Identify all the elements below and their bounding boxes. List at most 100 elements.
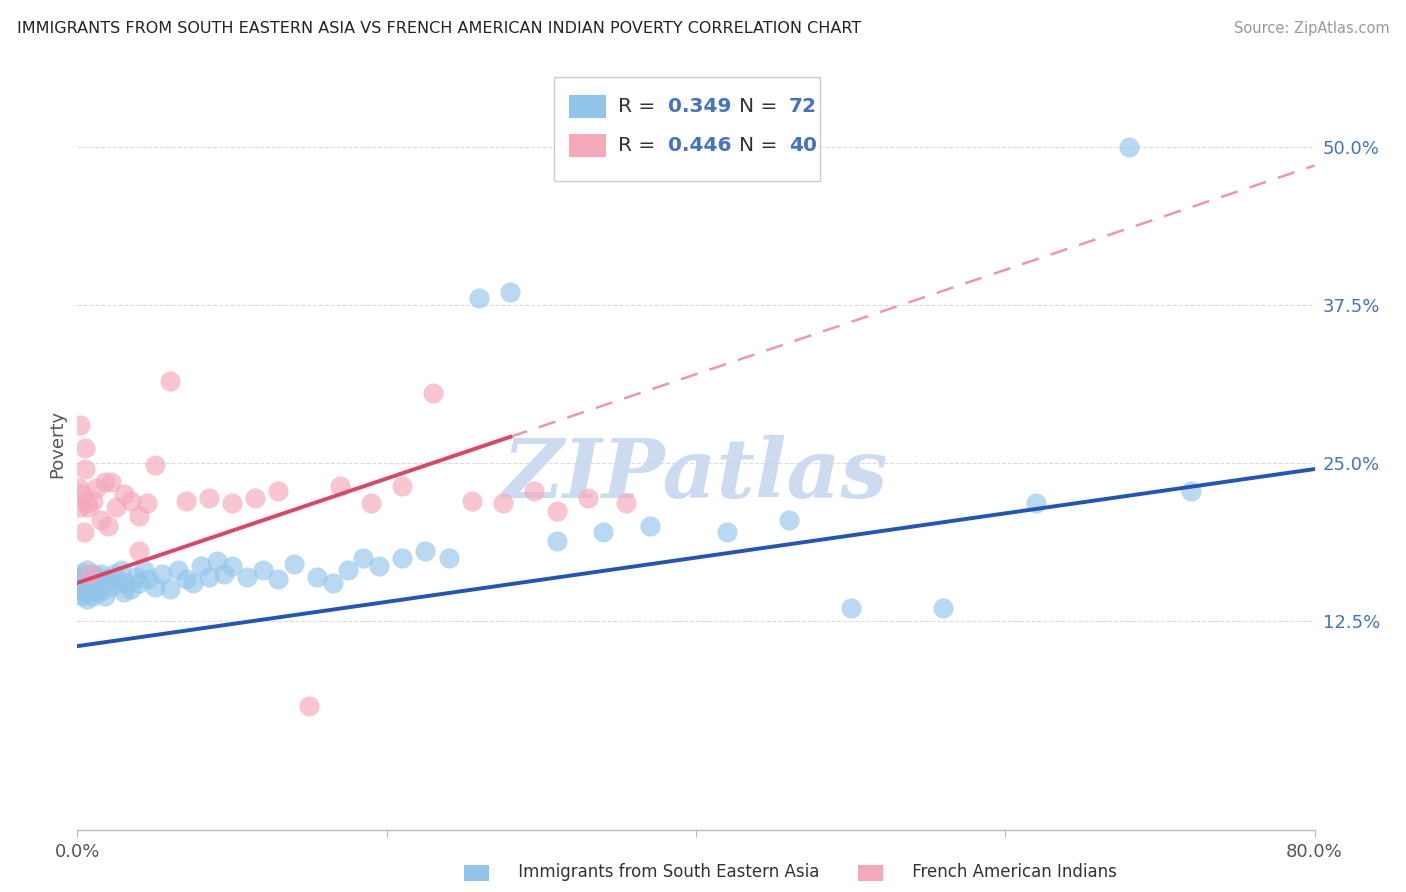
Point xyxy=(128,575,150,590)
Point xyxy=(1180,483,1202,498)
Point xyxy=(76,592,98,607)
Point xyxy=(72,572,94,586)
Point xyxy=(152,567,174,582)
Point xyxy=(75,462,96,476)
Point xyxy=(778,513,800,527)
Point xyxy=(174,572,197,586)
Point xyxy=(125,569,148,583)
Point xyxy=(91,575,114,590)
Point xyxy=(337,563,360,577)
Point xyxy=(437,550,460,565)
Point xyxy=(183,575,205,590)
Point xyxy=(307,569,329,583)
Point xyxy=(77,572,100,586)
Point xyxy=(70,487,93,501)
Point xyxy=(174,493,197,508)
FancyBboxPatch shape xyxy=(554,78,820,181)
Point xyxy=(121,493,143,508)
Point xyxy=(198,491,221,505)
Point xyxy=(546,504,568,518)
Text: 40: 40 xyxy=(789,136,817,154)
Point xyxy=(97,519,120,533)
Point xyxy=(143,580,166,594)
Point xyxy=(79,567,101,582)
Point xyxy=(205,554,228,568)
Point xyxy=(159,374,181,388)
Point xyxy=(523,483,546,498)
Point xyxy=(90,513,111,527)
Point xyxy=(283,557,305,571)
Point xyxy=(76,563,98,577)
Point xyxy=(1025,496,1047,510)
Point xyxy=(391,478,413,492)
Bar xyxy=(568,95,606,118)
Point xyxy=(70,566,93,580)
Point xyxy=(136,496,159,510)
Point xyxy=(716,525,738,540)
Point xyxy=(932,601,955,615)
Point xyxy=(76,496,98,510)
Text: R =: R = xyxy=(619,97,662,116)
Point xyxy=(214,567,236,582)
Point xyxy=(70,589,93,603)
Point xyxy=(839,601,862,615)
Point xyxy=(128,508,150,523)
Point xyxy=(82,589,104,603)
Point xyxy=(69,582,91,597)
Text: Source: ZipAtlas.com: Source: ZipAtlas.com xyxy=(1233,21,1389,36)
Point xyxy=(322,575,344,590)
Point xyxy=(236,569,259,583)
Point xyxy=(69,417,91,432)
Point xyxy=(82,567,104,582)
Point xyxy=(115,575,138,590)
Point xyxy=(198,569,221,583)
Point xyxy=(128,544,150,558)
Point xyxy=(75,441,96,455)
Point xyxy=(352,550,374,565)
Point xyxy=(69,500,91,514)
Point xyxy=(492,496,515,510)
Point xyxy=(468,291,491,305)
Point xyxy=(143,458,166,473)
Point xyxy=(112,584,135,599)
Point xyxy=(138,572,160,586)
Point xyxy=(84,481,107,495)
Text: 0.349: 0.349 xyxy=(668,97,731,116)
Point xyxy=(75,580,96,594)
Point xyxy=(461,493,484,508)
Point xyxy=(80,584,103,599)
Text: Immigrants from South Eastern Asia: Immigrants from South Eastern Asia xyxy=(492,863,820,881)
Point xyxy=(83,575,105,590)
Point xyxy=(79,575,101,590)
Point xyxy=(616,496,638,510)
Point xyxy=(67,481,90,495)
Point xyxy=(368,559,391,574)
Point xyxy=(190,559,212,574)
Point xyxy=(576,491,599,505)
Point xyxy=(221,559,243,574)
Point xyxy=(112,487,135,501)
Point xyxy=(329,478,352,492)
Y-axis label: Poverty: Poverty xyxy=(48,409,66,478)
Point xyxy=(252,563,274,577)
Point xyxy=(1118,139,1140,153)
Point xyxy=(107,575,129,590)
Point xyxy=(87,584,110,599)
Point xyxy=(67,575,90,590)
Point xyxy=(267,483,290,498)
Point xyxy=(499,285,522,299)
Point xyxy=(72,525,94,540)
Point xyxy=(90,567,111,582)
Point xyxy=(110,563,132,577)
Point xyxy=(159,582,181,597)
Text: ZIPatlas: ZIPatlas xyxy=(503,434,889,515)
Point xyxy=(97,572,120,586)
Point xyxy=(422,386,444,401)
Point xyxy=(167,563,190,577)
Point xyxy=(94,589,117,603)
Point xyxy=(638,519,661,533)
Point xyxy=(77,582,100,597)
Point xyxy=(245,491,267,505)
Point xyxy=(86,582,108,597)
Point xyxy=(69,569,91,583)
